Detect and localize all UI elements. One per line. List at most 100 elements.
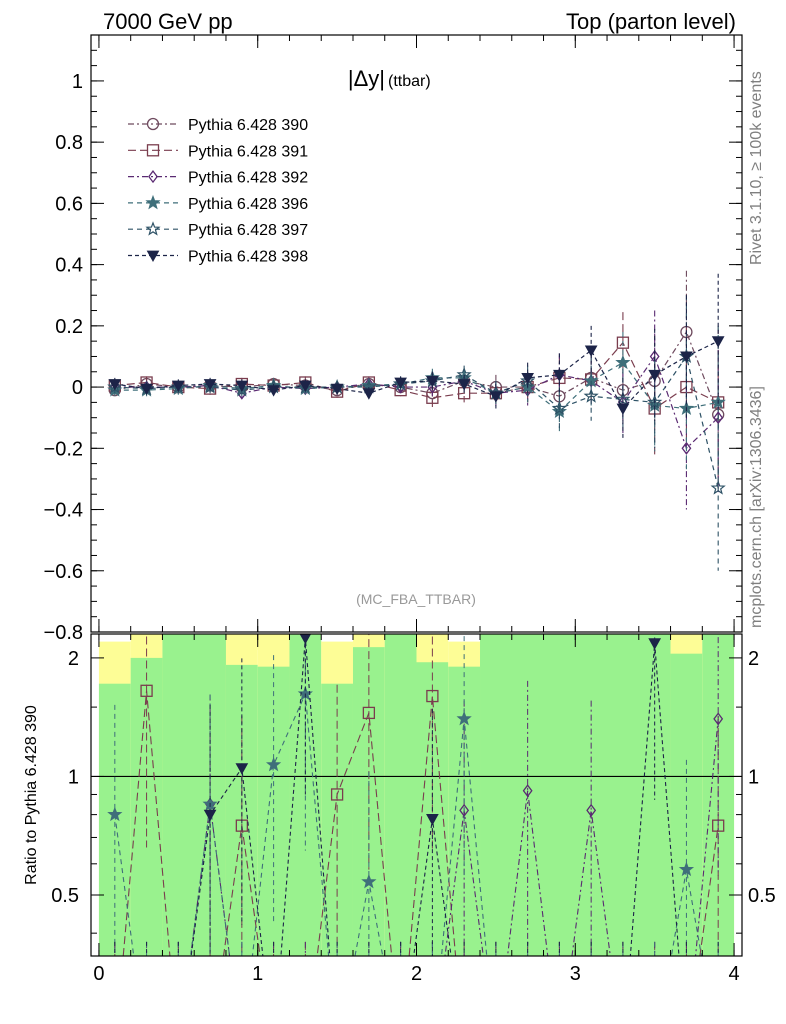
- series-0: [108, 270, 725, 492]
- ratio-bands: [98, 634, 735, 956]
- legend-label: Pythia 6.428 391: [188, 143, 308, 160]
- ratio-point: [362, 706, 376, 720]
- analysis-tag: (MC_FBA_TTBAR): [356, 591, 476, 607]
- ratio-y-tick-label-right: 1: [748, 766, 759, 788]
- data-point: [553, 369, 566, 382]
- data-point: [203, 379, 217, 391]
- y-tick-label: −0.8: [44, 622, 83, 644]
- series-line: [114, 355, 719, 450]
- y-tick-label: −0.2: [44, 438, 83, 460]
- data-point: [394, 377, 407, 390]
- series-line: [114, 355, 719, 489]
- data-point: [647, 394, 663, 409]
- ratio-point: [522, 784, 533, 798]
- series-4: [107, 295, 726, 571]
- legend-entry: Pythia 6.428 397: [128, 221, 308, 239]
- series-2: [109, 310, 724, 510]
- legend-entry: Pythia 6.428 390: [128, 117, 308, 134]
- series-line: [114, 340, 719, 410]
- series-3: [107, 325, 726, 479]
- data-point: [267, 385, 280, 397]
- legend-marker: [148, 170, 158, 184]
- header-left: 7000 GeV pp: [103, 9, 233, 34]
- legend-marker: [146, 117, 160, 131]
- ratio-y-tick-label-right: 0.5: [748, 885, 776, 907]
- ratio-point: [678, 861, 695, 877]
- data-point: [171, 380, 185, 393]
- series-1: [108, 312, 725, 479]
- ratio-point: [459, 803, 470, 817]
- rivet-label: Rivet 3.1.10, ≥ 100k events: [748, 71, 765, 265]
- legend-marker: [146, 250, 160, 263]
- series-5: [108, 273, 725, 440]
- y-tick-label: 0: [72, 377, 83, 399]
- legend-label: Pythia 6.428 397: [188, 222, 308, 239]
- ratio-point: [330, 788, 344, 801]
- main-series-group: [107, 270, 726, 571]
- plot-title: |Δy|: [348, 66, 385, 91]
- mcplots-label: mcplots.cern.ch [arXiv:1306.3436]: [748, 386, 765, 628]
- legend-entry: Pythia 6.428 396: [128, 194, 308, 213]
- ratio-point: [203, 809, 217, 822]
- ratio-point: [426, 814, 439, 826]
- uncertainty-band-green: [98, 683, 131, 956]
- data-point: [681, 441, 692, 455]
- legend-marker: [145, 221, 161, 236]
- ratio-point: [713, 712, 724, 726]
- main-plot-area: [107, 270, 726, 571]
- legend-marker: [145, 194, 161, 210]
- main-frame: [90, 34, 743, 633]
- legend-entry: Pythia 6.428 391: [128, 143, 308, 160]
- legend: Pythia 6.428 390 Pythia 6.428 391 Pythia 6…: [128, 117, 308, 266]
- data-point: [583, 388, 599, 403]
- legend-entry: Pythia 6.428 392: [128, 170, 308, 187]
- main-axes: 1 0.8 0.6 0.4 0.2 0 −0.2 −0.4 −0.6 −0.8: [44, 34, 742, 644]
- data-point: [616, 336, 630, 349]
- legend-label: Pythia 6.428 396: [188, 196, 308, 213]
- header-right: Top (parton level): [566, 9, 736, 34]
- ratio-ylabel: Ratio to Pythia 6.428 390: [23, 705, 40, 885]
- data-point: [680, 351, 693, 363]
- ratio-y-tick-label: 1: [68, 766, 79, 788]
- ratio-point: [456, 710, 472, 726]
- data-point: [489, 391, 503, 403]
- x-tick-label: 0: [93, 963, 104, 985]
- data-point: [713, 411, 724, 425]
- data-point: [140, 383, 153, 396]
- ratio-point: [426, 689, 439, 703]
- ratio-point: [648, 638, 662, 650]
- data-point: [648, 369, 662, 382]
- uncertainty-band-green: [480, 634, 671, 956]
- legend-label: Pythia 6.428 398: [188, 249, 308, 266]
- legend-label: Pythia 6.428 392: [188, 170, 308, 187]
- y-tick-label: −0.4: [44, 500, 83, 522]
- plot-title-sub: (ttbar): [388, 73, 431, 90]
- uncertainty-band-green: [162, 634, 226, 956]
- ratio-y-tick-label: 2: [68, 648, 79, 670]
- ratio-series-3: [114, 634, 719, 956]
- y-tick-label: −0.6: [44, 561, 83, 583]
- y-tick-label: 0.6: [55, 193, 83, 215]
- ratio-series-group: [107, 634, 725, 956]
- x-axis: 0 1 2 3 4: [93, 963, 739, 985]
- y-tick-label: 0.4: [55, 255, 83, 277]
- ratio-line: [190, 637, 680, 956]
- data-point: [330, 383, 344, 396]
- x-tick-label: 4: [728, 963, 739, 985]
- ratio-frame: [90, 633, 743, 957]
- ratio-axes: 0.5 0.5 1 1 2 2: [51, 634, 776, 956]
- legend-entry: Pythia 6.428 398: [128, 249, 308, 266]
- data-point: [426, 376, 439, 388]
- data-point: [551, 400, 568, 415]
- ratio-y-tick-label-right: 2: [748, 648, 759, 670]
- data-point: [710, 480, 726, 495]
- ratio-y-tick-label: 0.5: [51, 885, 79, 907]
- ratio-point: [361, 873, 377, 889]
- y-tick-label: 0.8: [55, 132, 83, 154]
- data-point: [616, 403, 630, 416]
- ratio-point: [140, 684, 153, 697]
- y-tick-label: 1: [72, 71, 83, 93]
- legend-label: Pythia 6.428 390: [188, 117, 308, 134]
- y-tick-label: 0.2: [55, 316, 83, 338]
- data-point: [584, 345, 598, 357]
